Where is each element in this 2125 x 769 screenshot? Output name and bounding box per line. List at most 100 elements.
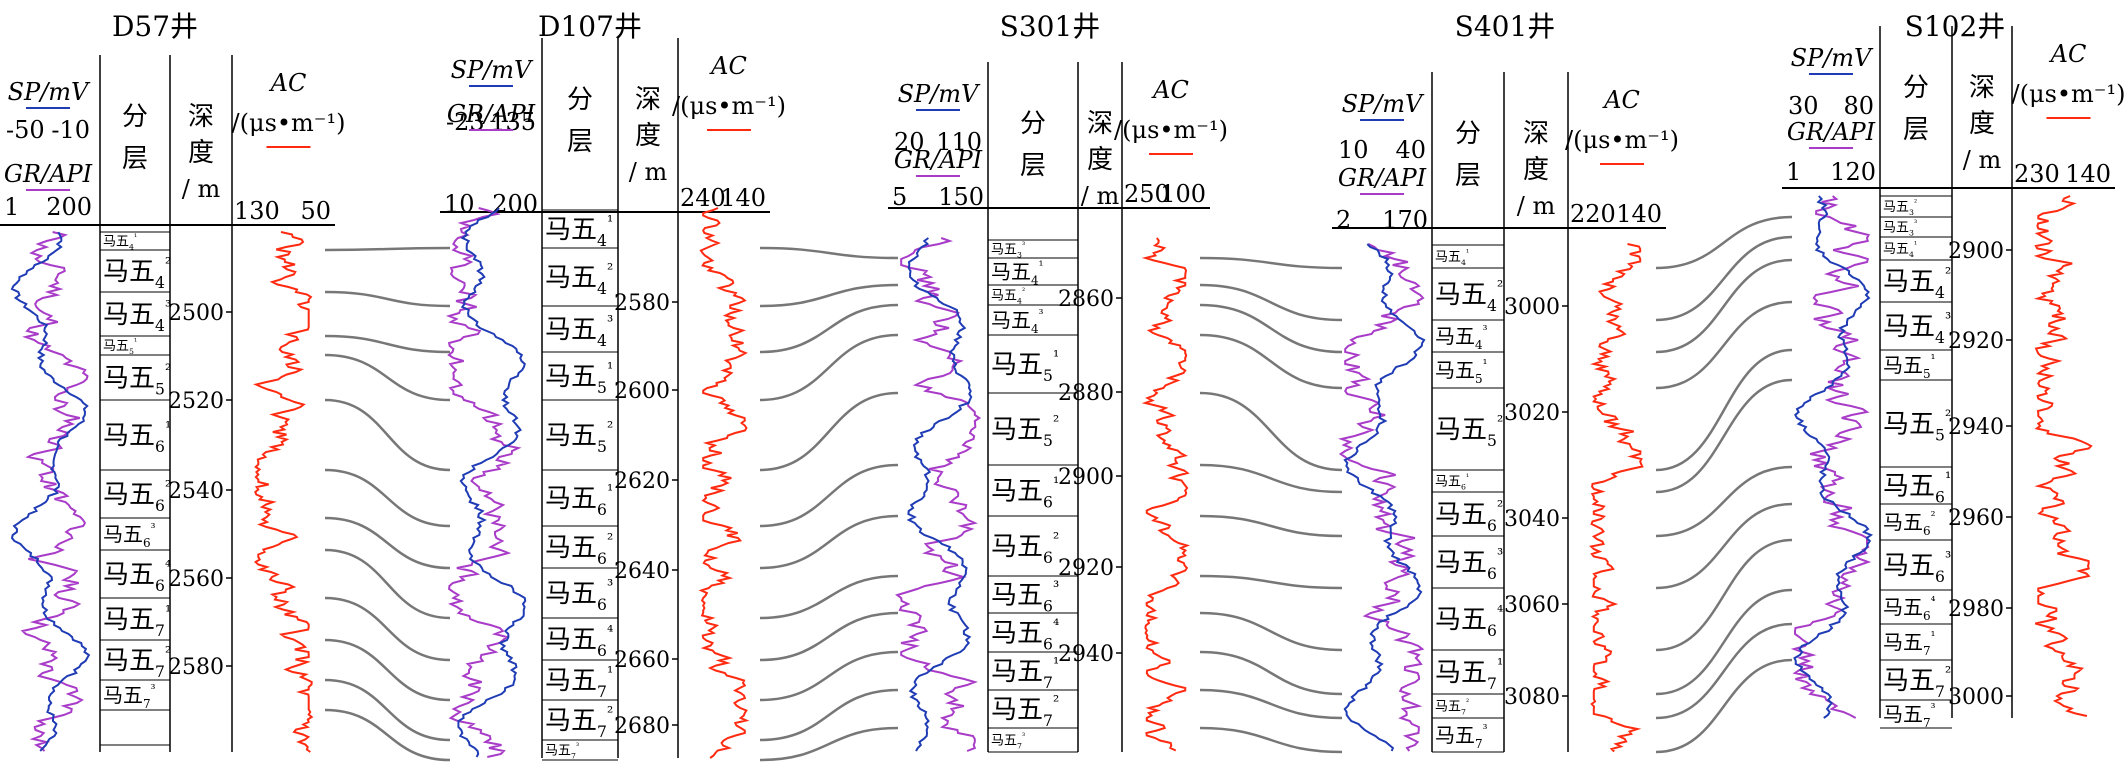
depth-tick-label: 2980: [1948, 597, 2004, 622]
layer-label: 马五4³: [1435, 323, 1488, 352]
ac-min: 240: [680, 184, 726, 212]
layer-header-1: 分: [567, 85, 593, 115]
gr-max: 200: [492, 190, 538, 218]
layer-label: 马五5¹: [1883, 352, 1935, 381]
correlation-line: [1655, 658, 1793, 754]
correlation-line: [759, 303, 899, 354]
correlation-line: [759, 333, 899, 402]
depth-header-1: 深: [188, 102, 214, 132]
correlation-line: [324, 353, 451, 402]
layer-label: 马五6¹: [103, 418, 171, 456]
layer-label: 马五7³: [1883, 701, 1936, 730]
layer-label: 马五4²: [1883, 264, 1951, 302]
layer-label: 马五6¹: [991, 474, 1059, 512]
layer-label: 马五6³: [1883, 548, 1951, 586]
layer-label: 马五4³: [1883, 309, 1951, 347]
ac-label: AC: [1602, 86, 1640, 114]
well-0: D57井 SP/mV -50 -10 GR/API 1 200 分层 深度 / m AC /(μs•m…: [0, 10, 345, 753]
correlation-line: [1199, 650, 1343, 696]
ac-min: 230: [2014, 160, 2060, 188]
correlation-line: [1199, 303, 1343, 354]
layer-label: 马五4¹: [545, 212, 613, 250]
layer-label: 马五7¹: [545, 663, 613, 701]
layer-header-2: 层: [1455, 161, 1481, 191]
gr-label: GR/API: [1338, 164, 1427, 192]
depth-tick-label: 2520: [168, 389, 224, 414]
correlation-line: [1655, 465, 1793, 538]
depth-tick-label: 2920: [1058, 556, 1114, 581]
layer-label: 马五6¹: [1883, 469, 1951, 507]
gr-min: 10: [444, 190, 475, 218]
ac-curve: [253, 231, 314, 753]
gr-label: GR/API: [447, 100, 536, 128]
layer-label: 马五4²: [991, 287, 1025, 306]
sp-min: 10: [1338, 136, 1369, 164]
depth-header-3: / m: [182, 175, 221, 203]
depth-header-2: 度: [188, 138, 214, 168]
layer-label: 马五4¹: [103, 233, 137, 252]
ac-unit: /(μs•m⁻¹): [672, 92, 786, 120]
layer-header-2: 层: [1903, 115, 1929, 145]
correlation-line: [759, 650, 899, 702]
sp-max: 80: [1843, 92, 1874, 120]
layer-label: 马五5²: [1435, 412, 1503, 450]
well-title: S102井: [1905, 10, 2006, 43]
layer-label: 马五4³: [545, 312, 613, 350]
sp-max: -10: [51, 116, 90, 144]
depth-tick-label: 2940: [1058, 642, 1114, 667]
correlation-line: [1655, 378, 1793, 494]
depth-header-2: 度: [635, 121, 661, 151]
ac-min: 250: [1124, 180, 1170, 208]
ac-curve: [698, 207, 750, 759]
layer-label: 马五6⁴: [1435, 602, 1503, 640]
correlation-line: [1199, 574, 1343, 590]
correlation-line: [324, 678, 451, 742]
depth-tick-label: 2660: [614, 648, 670, 673]
layer-label: 马五6²: [1883, 509, 1936, 538]
ac-label: AC: [709, 52, 747, 80]
correlation-line: [1655, 258, 1793, 354]
correlation-line: [324, 246, 451, 252]
gr-max: 120: [1830, 158, 1876, 186]
well-title: D107井: [538, 10, 642, 43]
ac-unit: /(μs•m⁻¹): [1565, 126, 1679, 154]
layer-label: 马五5²: [103, 361, 171, 399]
layer-label: 马五4³: [103, 297, 171, 335]
gr-label: GR/API: [894, 146, 983, 174]
ac-label: AC: [269, 69, 307, 97]
layer-label: 马五6⁴: [545, 622, 613, 660]
layer-label: 马五4¹: [991, 259, 1043, 288]
layer-label: 马五5¹: [991, 347, 1059, 385]
gr-label: GR/API: [1787, 118, 1876, 146]
gr-min: 1: [4, 193, 19, 221]
depth-header-2: 度: [1969, 109, 1995, 139]
gr-curve: [1338, 243, 1425, 752]
layer-label: 马五3²: [1883, 198, 1917, 217]
depth-header-3: / m: [1081, 182, 1120, 210]
sp-min: 30: [1788, 92, 1819, 120]
gr-curve: [1790, 195, 1872, 719]
depth-tick-label: 2580: [168, 655, 224, 680]
layer-header-2: 层: [567, 127, 593, 157]
depth-tick-label: 2540: [168, 479, 224, 504]
sp-min: 20: [894, 128, 925, 156]
ac-label: AC: [1151, 76, 1189, 104]
depth-header-1: 深: [1087, 109, 1113, 139]
layer-label: 马五4²: [545, 260, 613, 298]
gr-max: 200: [46, 193, 92, 221]
depth-header-2: 度: [1087, 145, 1113, 175]
depth-tick-label: 2560: [168, 567, 224, 592]
layer-label: 马五7¹: [1883, 629, 1935, 658]
layer-label: 马五3³: [1883, 219, 1917, 238]
layer-label: 马五7¹: [991, 654, 1059, 692]
depth-tick-label: 3000: [1504, 295, 1560, 320]
correlation-lines: [324, 215, 1793, 762]
correlation-line: [324, 638, 451, 702]
depth-tick-label: 2900: [1948, 239, 2004, 264]
sp-max: 135: [490, 108, 536, 136]
ac-unit: /(μs•m⁻¹): [2012, 80, 2125, 108]
layer-label: 马五5²: [545, 418, 613, 456]
